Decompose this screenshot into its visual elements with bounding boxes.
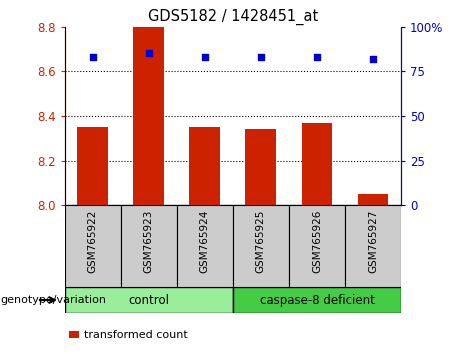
Text: transformed count: transformed count (84, 330, 188, 339)
Bar (289, 205, 345, 287)
Bar (69, 331, 79, 338)
Bar (233, 205, 289, 287)
Bar (245, 129, 276, 205)
Point (313, 54, 321, 60)
Text: GSM765922: GSM765922 (88, 209, 98, 273)
Bar (358, 194, 389, 205)
Bar (301, 122, 332, 205)
Text: GSM765925: GSM765925 (256, 209, 266, 273)
Bar (177, 205, 233, 287)
Bar (121, 205, 177, 287)
Text: GSM765927: GSM765927 (368, 209, 378, 273)
Text: GSM765923: GSM765923 (144, 209, 154, 273)
Bar (65, 205, 121, 287)
Bar (133, 27, 164, 205)
Point (145, 51, 152, 56)
Text: control: control (128, 293, 169, 307)
Point (369, 56, 377, 62)
Title: GDS5182 / 1428451_at: GDS5182 / 1428451_at (148, 9, 318, 25)
Bar (65, 287, 233, 313)
Point (89, 54, 96, 60)
Bar (77, 127, 108, 205)
Text: GSM765926: GSM765926 (312, 209, 322, 273)
Text: GSM765924: GSM765924 (200, 209, 210, 273)
Bar (189, 127, 220, 205)
Point (201, 54, 208, 60)
Text: genotype/variation: genotype/variation (0, 295, 106, 305)
Point (257, 54, 265, 60)
Bar (345, 205, 401, 287)
Text: caspase-8 deficient: caspase-8 deficient (260, 293, 374, 307)
Bar (233, 287, 401, 313)
